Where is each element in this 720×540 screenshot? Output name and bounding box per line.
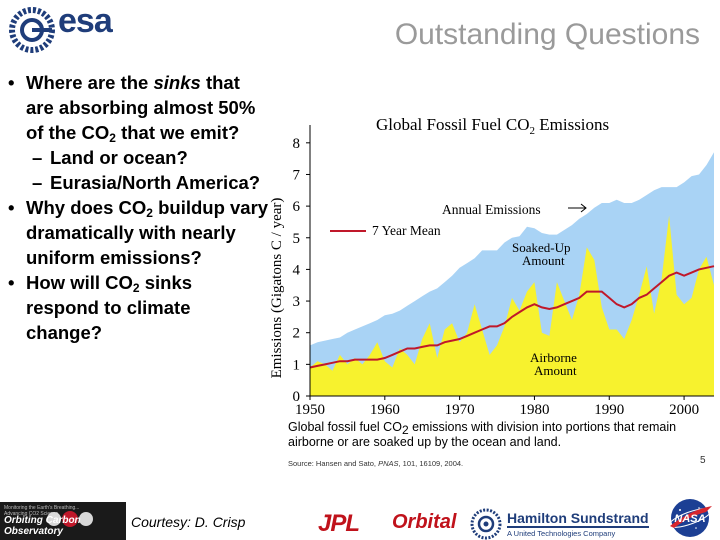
bullet-text: buildup vary dramatically with nearly un…: [26, 197, 269, 268]
x-tick-label: 1950: [295, 402, 325, 418]
bullet-text: that we emit?: [115, 122, 240, 143]
x-tick-label: 1980: [519, 402, 549, 418]
caption-text: emissions with division into portions th…: [288, 420, 677, 449]
annual-arrow: [568, 203, 587, 213]
jpl-logo: JPL: [318, 510, 360, 537]
question-list: Where are the sinks that are absorbing a…: [8, 70, 270, 345]
airborne-amount-area: [310, 215, 714, 396]
bullet-text: Land or ocean?: [50, 147, 188, 168]
bullet-text: Why does CO: [26, 197, 147, 218]
chart-source: Source: Hansen and Sato, PNAS, 101, 1610…: [288, 459, 463, 468]
y-tick-label: 0: [293, 389, 301, 405]
hamilton-sundstrand-icon: [470, 508, 502, 540]
y-tick-label: 8: [293, 136, 301, 152]
y-tick-label: 1: [293, 357, 301, 373]
dash: –: [32, 172, 43, 193]
oco-title: Orbiting Carbon Observatory: [4, 515, 81, 537]
hamilton-subtitle: A United Technologies Company: [507, 529, 616, 538]
esa-logo-icon: [9, 7, 55, 53]
bullet-text: Where are the: [26, 72, 154, 93]
annotation-airborne-2: Amount: [534, 363, 577, 378]
y-tick-label: 5: [293, 231, 301, 247]
y-tick-label: 3: [293, 294, 301, 310]
bullet-text: Eurasia/North America?: [50, 172, 261, 193]
annotation-soaked-2: Amount: [522, 253, 565, 268]
esa-logo: [9, 7, 55, 53]
chart-title: Global Fossil Fuel CO2 Emissions: [376, 115, 609, 137]
bullet-text: sinks respond to climate change?: [26, 272, 193, 343]
mean-line: [309, 265, 715, 369]
caption-text: Global fossil fuel CO: [288, 420, 402, 434]
subscript: 2: [146, 206, 153, 220]
y-axis-label: Emissions (Gigatons C / year): [269, 198, 285, 379]
emissions-chart-svg: 0 1 2 3 4 5 6 7 8 1950 1960 1970 1980 1990 2000 Global…: [269, 115, 715, 418]
esa-wordmark: esa: [58, 2, 113, 40]
bullet-text: How will CO: [26, 272, 133, 293]
source-text: Source: Hansen and Sato,: [288, 459, 379, 468]
page-number: 5: [700, 455, 706, 466]
source-text: , 101, 16109, 2004.: [398, 459, 464, 468]
oco-tagline: Monitoring the Earth's Breathing... Adva…: [4, 505, 80, 517]
y-tick-label: 2: [293, 326, 301, 342]
nasa-wordmark: NASA: [674, 513, 705, 525]
oco-molecule-icon: [47, 511, 93, 527]
orbital-logo: Orbital: [392, 511, 457, 533]
bullet-emphasis: sinks: [153, 72, 201, 93]
slide-title: Outstanding Questions: [394, 18, 700, 51]
sub-bullet-land-ocean: – Land or ocean?: [8, 145, 270, 170]
subscript: 2: [109, 131, 116, 145]
nasa-logo: NASA: [668, 499, 712, 537]
x-tick-label: 1960: [370, 402, 400, 418]
emissions-chart: 0 1 2 3 4 5 6 7 8 1950 1960 1970 1980 1990 2000 Global…: [264, 100, 720, 470]
x-tick-label: 1970: [445, 402, 475, 418]
annotation-airborne-1: Airborne: [530, 350, 577, 365]
sub-bullet-eurasia: – Eurasia/North America?: [8, 170, 270, 195]
hamilton-divider: [507, 526, 649, 528]
y-tick-label: 6: [293, 199, 301, 215]
courtesy-credit: Courtesy: D. Crisp: [131, 514, 246, 530]
source-journal: PNAS: [378, 459, 399, 468]
bullet-buildup: Why does CO2 buildup vary dramatically w…: [8, 195, 270, 270]
bullet-sinks: Where are the sinks that are absorbing a…: [8, 70, 270, 145]
bullet-climate: How will CO2 sinks respond to climate ch…: [8, 270, 270, 345]
chart-caption: Global fossil fuel CO2 emissions with di…: [288, 420, 718, 450]
x-tick-label: 2000: [669, 402, 699, 418]
bullet-text: that are absorbing almost 50% of the CO: [26, 72, 256, 143]
y-tick-label: 4: [293, 262, 301, 278]
x-tick-label: 1990: [594, 402, 624, 418]
annotation-annual: Annual Emissions: [442, 202, 541, 217]
subscript: 2: [132, 281, 140, 295]
y-tick-label: 7: [293, 167, 301, 183]
dash: –: [32, 147, 43, 168]
subscript: 2: [401, 423, 409, 437]
oco-logo: Monitoring the Earth's Breathing... Adva…: [0, 502, 126, 540]
annotation-mean: 7 Year Mean: [372, 223, 441, 238]
hamilton-sundstrand-name: Hamilton Sundstrand: [507, 510, 649, 526]
annotation-soaked-1: Soaked-Up: [512, 240, 571, 255]
